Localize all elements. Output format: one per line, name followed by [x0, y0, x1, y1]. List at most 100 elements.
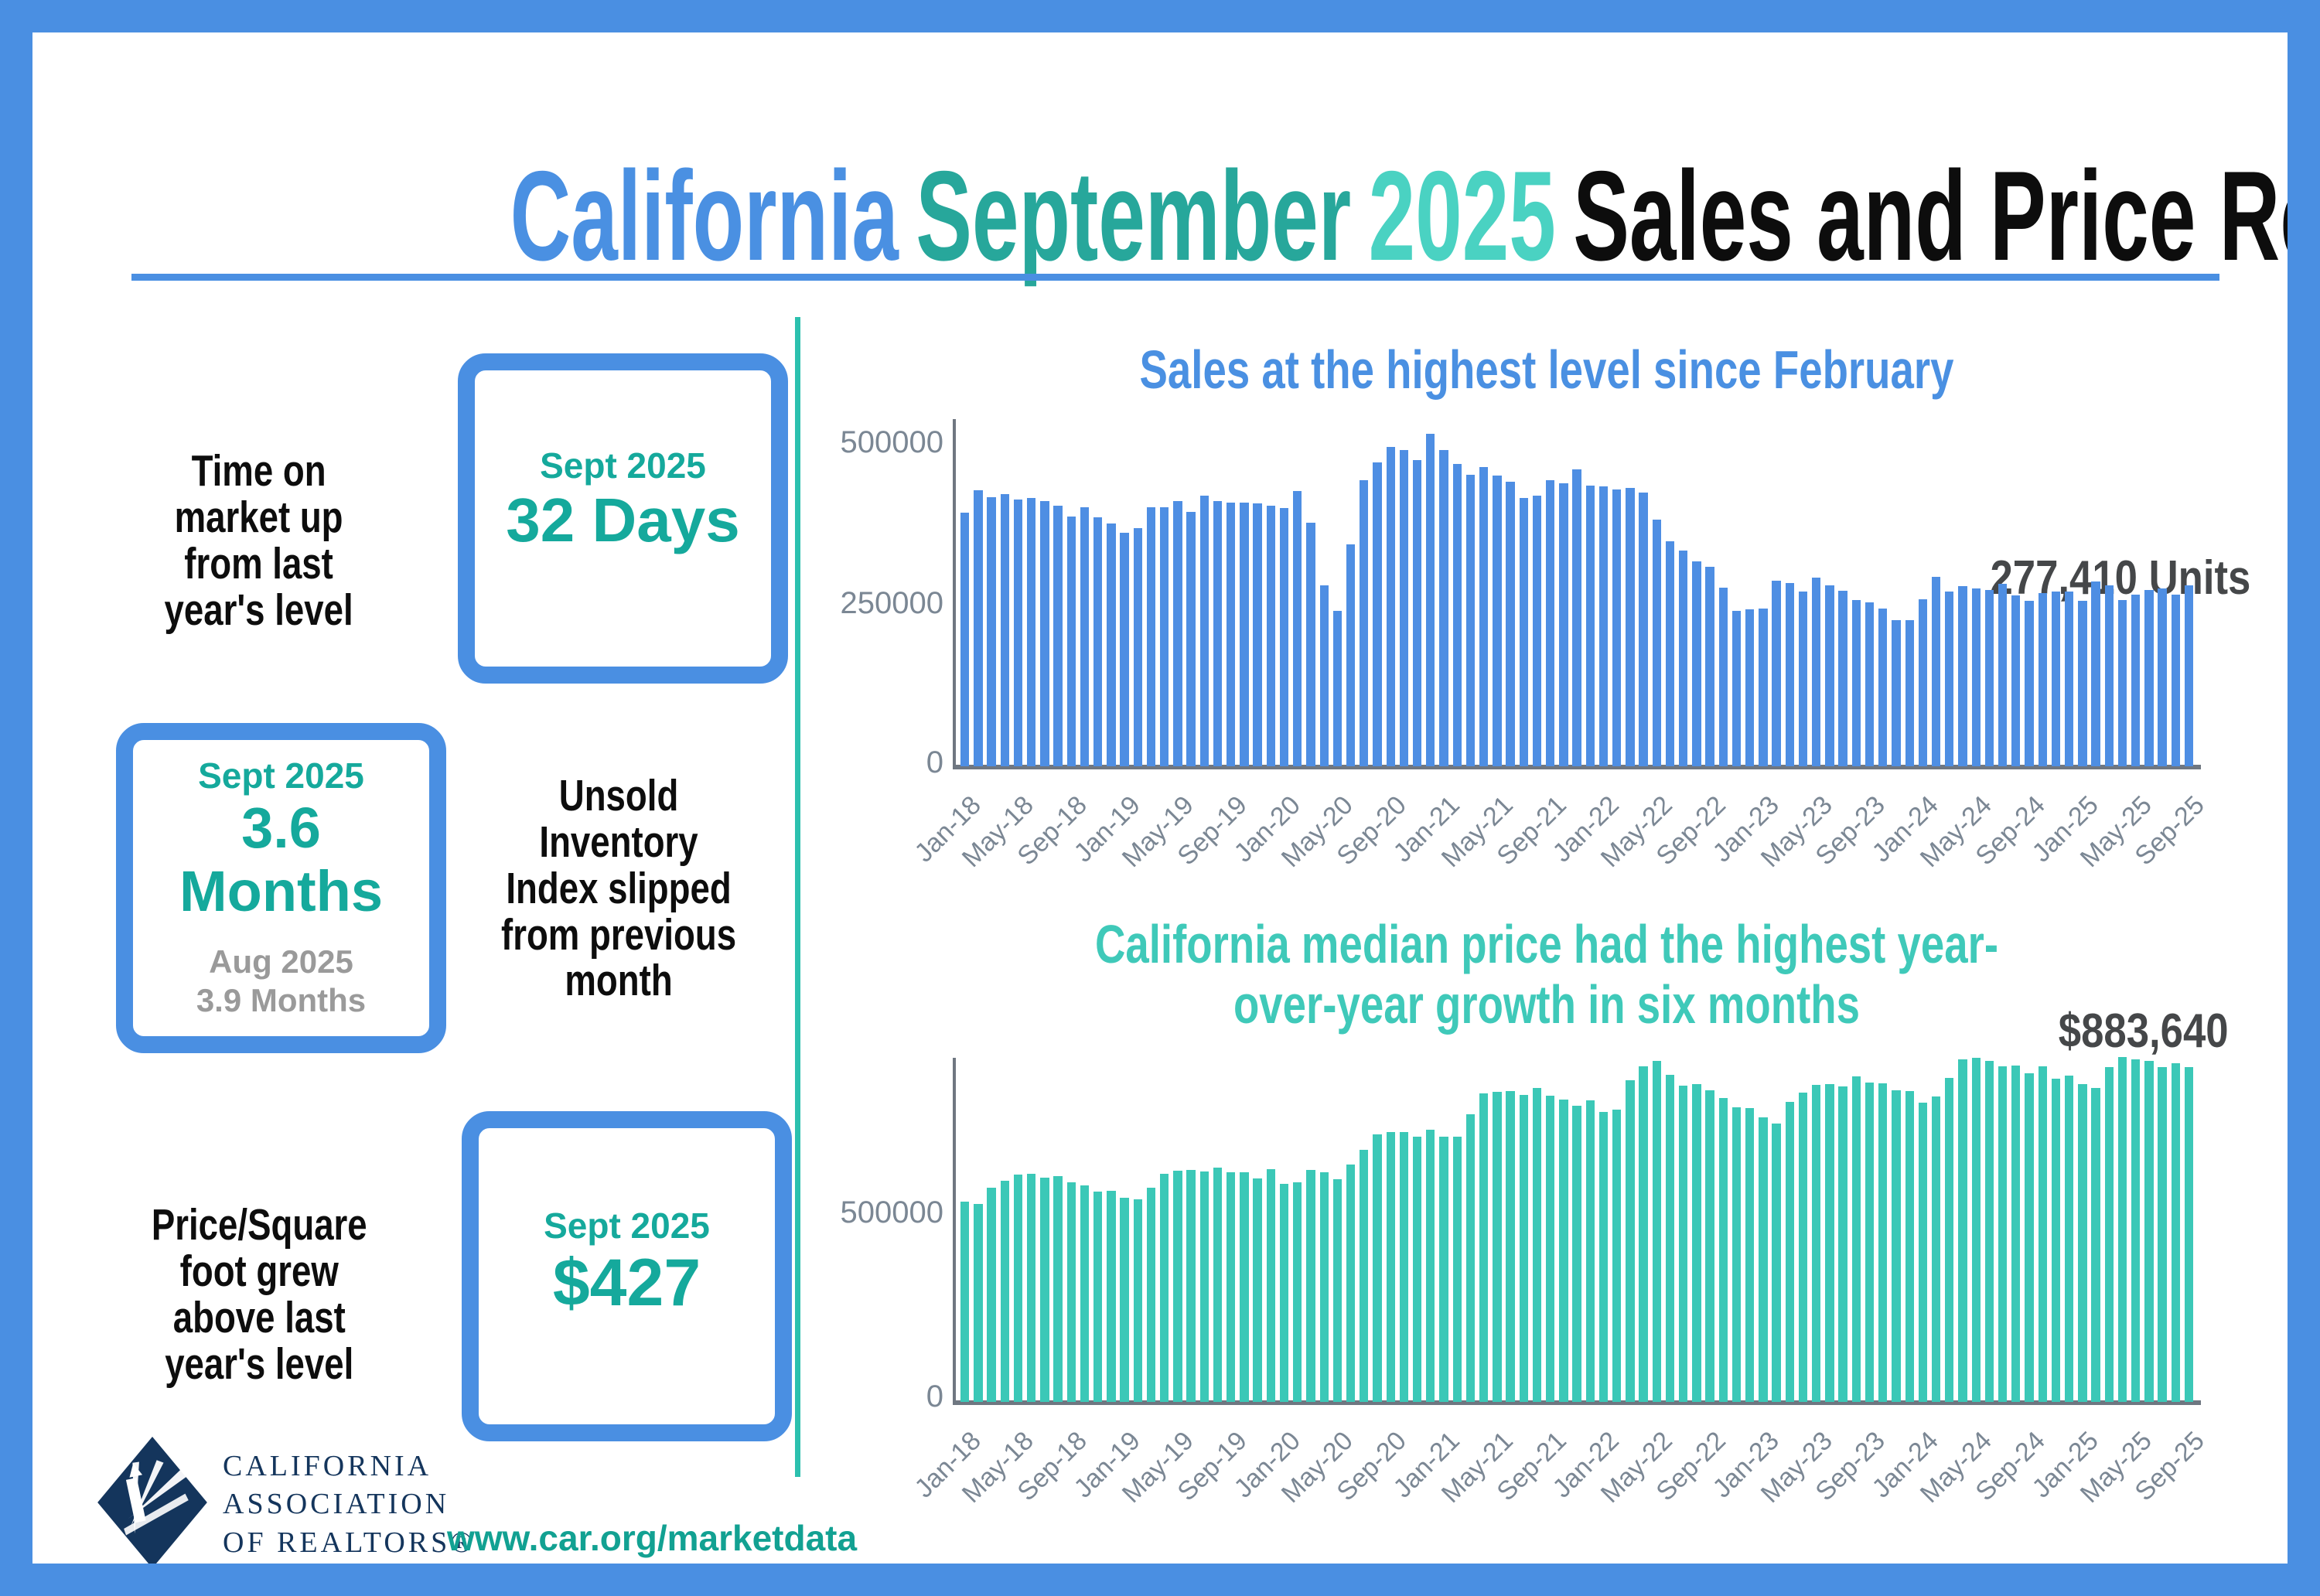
- sales-bar: [2144, 590, 2154, 766]
- median-price-bar: [1133, 1199, 1142, 1402]
- median-price-bar: [1679, 1086, 1688, 1402]
- sales-bar: [1692, 561, 1701, 766]
- median-price-bar: [1892, 1090, 1901, 1402]
- sales-bar: [1040, 501, 1049, 766]
- median-price-bar: [2117, 1057, 2127, 1402]
- sales-bar: [1945, 592, 1954, 766]
- sales-bar: [2158, 588, 2167, 766]
- sales-bar: [1598, 486, 1609, 766]
- sales-bar: [1905, 620, 1914, 766]
- sales-bar: [1559, 483, 1568, 766]
- sales-bar: [1013, 500, 1023, 766]
- sales-bar: [1465, 475, 1476, 766]
- median-price-bar: [1838, 1086, 1847, 1402]
- sales-bar: [1439, 450, 1448, 766]
- median-price-bar: [1626, 1080, 1635, 1402]
- sales-bar: [1759, 609, 1768, 766]
- median-price-bar: [2011, 1066, 2021, 1402]
- sales-bar: [1545, 480, 1555, 766]
- stat-prev-value: 3.9 Months: [196, 982, 367, 1019]
- sales-bar: [1519, 498, 1528, 766]
- sales-bar: [1984, 590, 1994, 766]
- sales-bar: [1000, 494, 1009, 766]
- median-price-bar: [1998, 1066, 2008, 1402]
- sales-bar: [1027, 498, 1036, 766]
- sales-bar: [1572, 469, 1581, 766]
- sales-bar: [1679, 551, 1688, 766]
- median-price-bar: [2144, 1061, 2154, 1402]
- stat-period: Sept 2025: [198, 755, 364, 796]
- median-price-bar: [1146, 1188, 1156, 1402]
- sales-bar: [2038, 593, 2047, 766]
- sales-bar: [1346, 544, 1356, 766]
- median-price-bar: [1812, 1085, 1821, 1402]
- median-price-bar: [1439, 1137, 1448, 1402]
- stat-time-on-market-label: Time on market up from last year's level: [164, 446, 354, 635]
- sales-bar: [1080, 507, 1090, 766]
- stat-time-on-market-box: Sept 2025 32 Days: [458, 353, 788, 684]
- sales-bar: [1918, 599, 1928, 766]
- median-price-bar: [1399, 1132, 1409, 1402]
- median-price-bar: [1199, 1171, 1209, 1402]
- sales-bar: [1812, 578, 1821, 766]
- stat-value-price-sqft: $427: [552, 1245, 701, 1320]
- sales-y-tick-label: 250000: [840, 586, 943, 620]
- median-price-bar: [2131, 1059, 2141, 1402]
- median-price-bar: [1120, 1198, 1129, 1402]
- median-price-bar: [987, 1188, 996, 1402]
- median-price-bar: [1066, 1182, 1076, 1402]
- title-divider-rule: [131, 274, 2219, 281]
- median-price-bar: [1253, 1178, 1262, 1402]
- sales-bar: [1066, 517, 1076, 766]
- logo-line-association: ASSOCIATION: [223, 1488, 450, 1521]
- median-price-bar: [2184, 1067, 2194, 1402]
- median-price-bar: [1000, 1181, 1009, 1402]
- sales-bar: [1825, 585, 1834, 766]
- median-price-bar: [1519, 1095, 1528, 1402]
- median-price-bar: [1426, 1130, 1435, 1402]
- median-price-bar: [1373, 1134, 1382, 1402]
- sales-chart-bars: [959, 411, 2196, 766]
- sales-bar: [1851, 600, 1861, 766]
- sales-bar: [1772, 581, 1781, 766]
- median-price-bar: [1772, 1124, 1781, 1402]
- median-price-bar: [1306, 1170, 1315, 1402]
- median-price-bar: [1346, 1165, 1356, 1402]
- median-price-bar: [1266, 1169, 1276, 1402]
- median-price-bar: [1851, 1076, 1861, 1402]
- median-price-bar: [2158, 1067, 2167, 1402]
- sales-bar: [1585, 486, 1595, 766]
- marketdata-url-link[interactable]: www.car.org/marketdata: [447, 1518, 858, 1558]
- median-price-bar: [1785, 1102, 1794, 1402]
- sales-bar: [1213, 501, 1223, 766]
- sales-bar: [1931, 577, 1941, 766]
- price-chart-bars: [959, 1046, 2196, 1402]
- sales-bar: [1160, 507, 1169, 766]
- sales-bar: [1332, 611, 1343, 766]
- median-price-bar: [1639, 1066, 1648, 1402]
- median-price-bar: [2171, 1063, 2180, 1402]
- median-price-bar: [2025, 1073, 2034, 1402]
- sales-bar: [2025, 601, 2034, 766]
- sales-bar: [1532, 496, 1542, 766]
- sales-bar: [1306, 523, 1315, 766]
- sales-bar: [1253, 503, 1262, 766]
- stat-value-days-on-market: 32 Days: [506, 485, 740, 554]
- median-price-bar: [1731, 1107, 1742, 1402]
- sales-bar: [1399, 450, 1409, 766]
- sales-bar: [1612, 489, 1622, 766]
- sales-bar: [1878, 609, 1888, 766]
- median-price-bar: [1506, 1091, 1515, 1402]
- sales-bar: [1173, 501, 1182, 766]
- sales-bar: [1227, 503, 1236, 766]
- median-price-bar: [2104, 1067, 2114, 1402]
- sales-chart-y-axis: [953, 419, 956, 769]
- median-price-bar: [1479, 1093, 1489, 1402]
- page-title: California September 2025 Sales and Price R…: [0, 152, 2320, 280]
- median-price-bar: [1465, 1114, 1476, 1402]
- sales-bar: [1120, 533, 1129, 766]
- median-price-bar: [960, 1202, 970, 1402]
- sales-bar: [2078, 601, 2087, 766]
- sales-bar: [2104, 585, 2114, 766]
